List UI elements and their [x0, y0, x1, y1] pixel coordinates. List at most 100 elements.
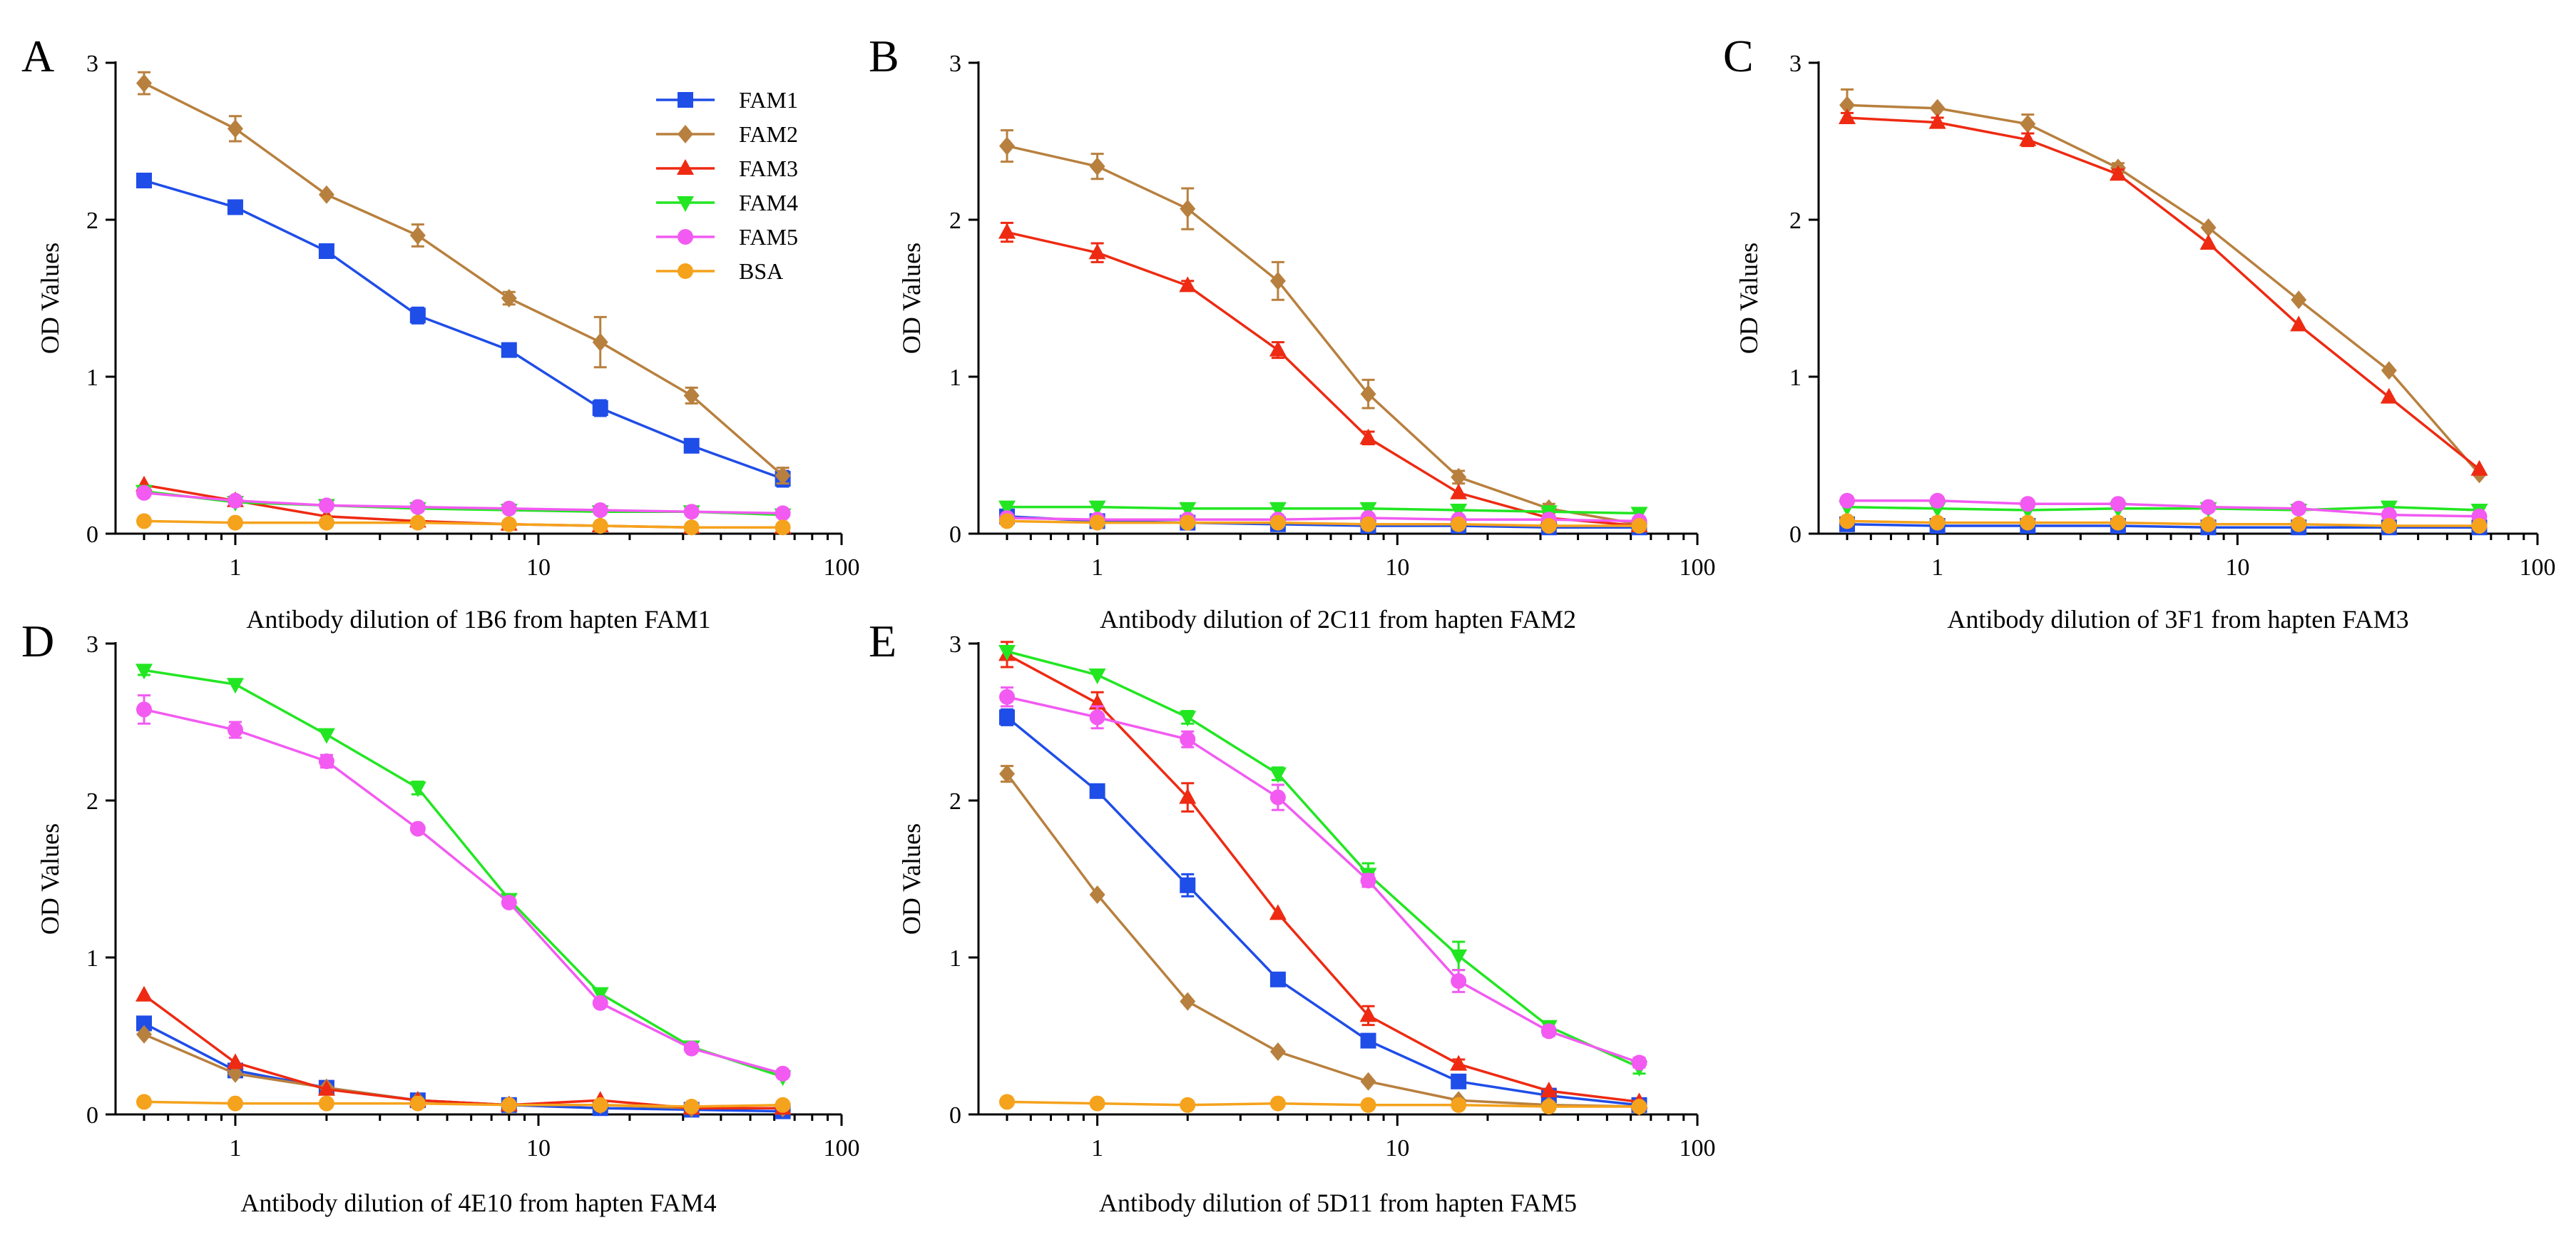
data-point	[2381, 507, 2397, 523]
data-point	[2200, 499, 2217, 515]
data-point	[1631, 518, 1647, 534]
data-point	[999, 709, 1015, 726]
data-point	[1089, 885, 1105, 904]
y-tick-label: 2	[86, 788, 98, 815]
data-point	[1180, 731, 1196, 748]
data-point	[998, 500, 1016, 517]
data-point	[2471, 518, 2488, 534]
data-point	[2290, 315, 2308, 332]
data-point	[1089, 783, 1105, 799]
series-line	[1847, 499, 2480, 518]
y-tick-label: 3	[949, 51, 961, 77]
data-point	[409, 499, 426, 515]
data-point	[501, 1097, 517, 1113]
data-point	[1359, 1006, 1377, 1022]
data-point	[1451, 1073, 1467, 1089]
legend-label: FAM3	[739, 156, 798, 181]
data-point	[1269, 971, 1286, 987]
data-point	[1540, 518, 1557, 534]
data-point	[2200, 218, 2217, 237]
data-point	[1269, 271, 1286, 290]
panel-letter: D	[21, 616, 54, 666]
series-line	[1846, 103, 2480, 475]
series-line	[1006, 517, 1640, 523]
data-point	[136, 1025, 152, 1044]
series-fam1	[136, 173, 791, 488]
data-point	[1540, 1099, 1557, 1114]
data-point	[1179, 276, 1197, 293]
data-point	[2199, 234, 2217, 250]
series-bsa	[999, 1094, 1647, 1114]
data-point	[1450, 483, 1468, 499]
data-point	[227, 199, 243, 215]
x-tick-label: 100	[1680, 1135, 1716, 1162]
y-tick-label: 0	[1789, 522, 1801, 548]
data-point	[136, 484, 152, 501]
legend-label: FAM5	[739, 224, 798, 250]
data-point	[1269, 904, 1287, 920]
data-point	[1360, 385, 1376, 404]
series-line	[143, 519, 783, 529]
y-axis-title: OD Values	[897, 823, 926, 935]
series-line	[1006, 1100, 1640, 1108]
data-point	[1451, 467, 1467, 487]
series-fam2	[999, 764, 1647, 1116]
series-line	[1006, 144, 1640, 526]
y-axis-title: OD Values	[897, 243, 926, 354]
data-point	[318, 243, 334, 259]
series-line	[1846, 116, 2480, 471]
legend-item-fam1: FAM1	[656, 87, 798, 113]
panel-C: C 0 1 2 3 1 10 100 Antibody dilution of 3F1 from…	[1723, 31, 2556, 634]
x-tick-label: 100	[1680, 554, 1716, 581]
legend-item-fam3: FAM3	[656, 156, 798, 181]
y-tick-label: 0	[949, 1102, 961, 1129]
legend-marker	[678, 92, 693, 108]
series-fam4	[998, 500, 1648, 523]
series-fam2	[999, 129, 1647, 534]
panel-letter: E	[869, 616, 896, 666]
data-point	[1269, 1095, 1286, 1112]
legend-item-fam2: FAM2	[656, 121, 798, 147]
data-point	[1180, 877, 1196, 893]
data-point	[2291, 500, 2307, 517]
data-point	[1631, 1099, 1647, 1114]
legend-marker	[677, 159, 694, 175]
data-point	[1269, 1042, 1286, 1061]
data-point	[1179, 788, 1197, 804]
data-point	[1839, 96, 1855, 115]
series-bsa	[136, 513, 791, 536]
data-point	[2381, 361, 2397, 380]
data-point	[2020, 514, 2036, 531]
series-fam5	[1839, 492, 2488, 524]
data-point	[1450, 949, 1468, 965]
legend-label: FAM1	[739, 87, 798, 113]
panel-A: A 0 1 2 3 1 10 100 Antibody dilution of 1B6 from…	[21, 31, 860, 634]
panel-letter: C	[1723, 31, 1754, 81]
legend-item-fam4: FAM4	[656, 190, 798, 215]
data-point	[1360, 1097, 1376, 1113]
data-point	[683, 386, 700, 405]
series-fam5	[136, 694, 791, 1082]
data-point	[501, 289, 517, 308]
data-point	[998, 645, 1016, 661]
data-point	[683, 1099, 700, 1114]
data-point	[999, 136, 1015, 156]
data-point	[227, 514, 243, 531]
data-point	[2019, 130, 2037, 146]
series-bsa	[1839, 513, 2488, 534]
data-point	[318, 185, 334, 204]
data-point	[1180, 1097, 1196, 1113]
data-point	[2380, 387, 2398, 404]
data-point	[2291, 290, 2307, 310]
data-point	[683, 504, 700, 520]
y-tick-label: 3	[949, 631, 961, 658]
x-tick-label: 10	[526, 1135, 551, 1162]
data-point	[1631, 1054, 1647, 1071]
data-point	[318, 514, 334, 531]
legend-label: BSA	[739, 258, 783, 284]
data-point	[317, 728, 335, 744]
data-point	[318, 1095, 334, 1112]
data-point	[2110, 496, 2126, 512]
data-point	[1839, 513, 1855, 529]
data-point	[1089, 1095, 1105, 1112]
